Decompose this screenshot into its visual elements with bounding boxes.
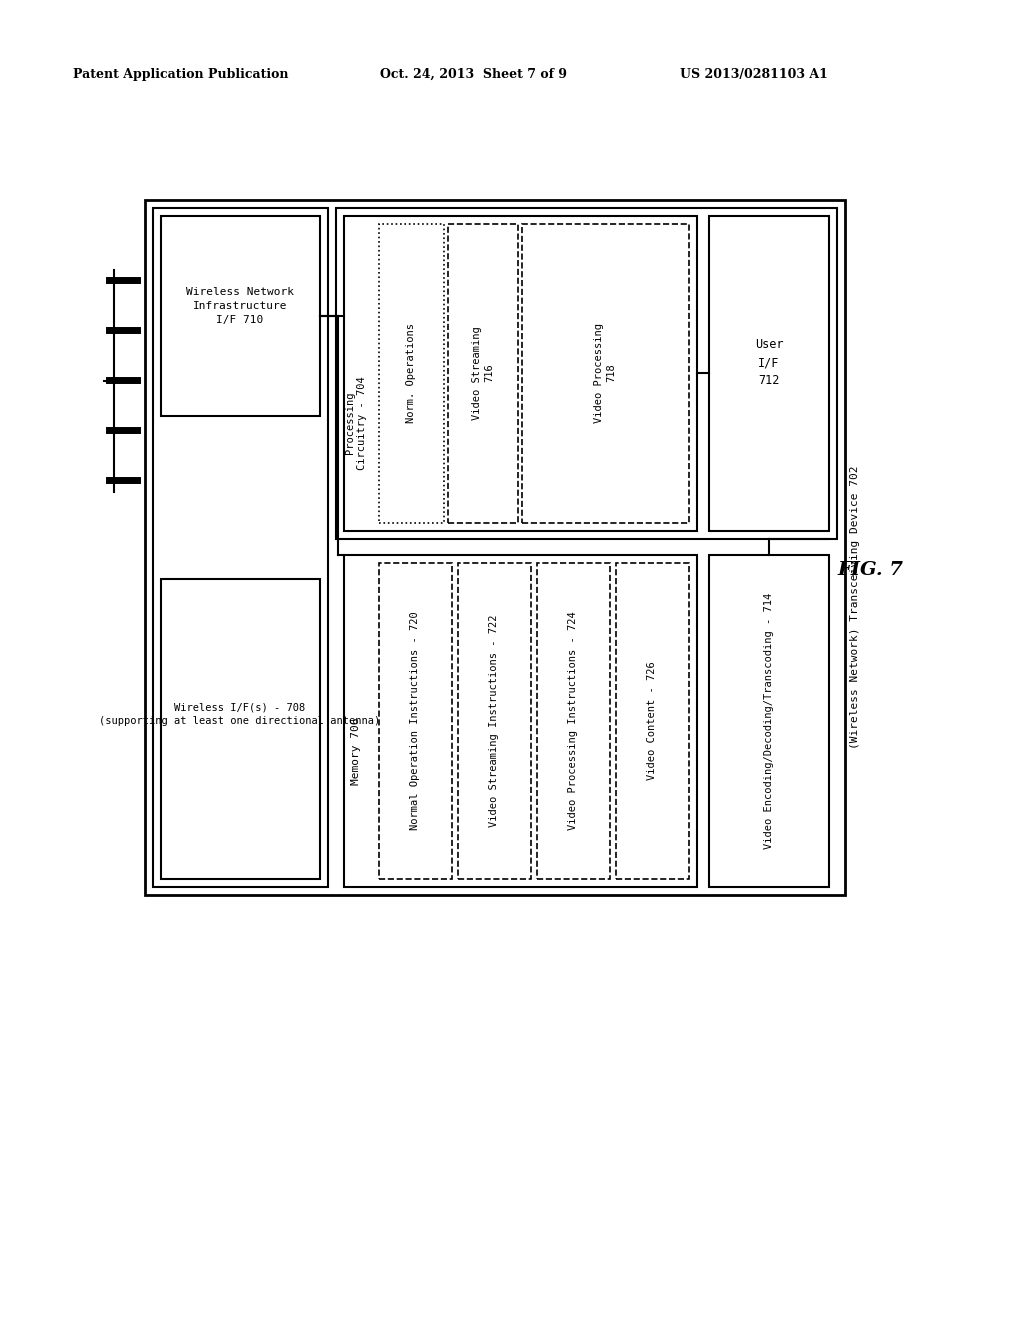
- Text: Video Streaming Instructions - 722: Video Streaming Instructions - 722: [489, 615, 499, 828]
- Bar: [379, 224, 444, 523]
- Text: Memory 706: Memory 706: [351, 717, 361, 785]
- Bar: [161, 216, 319, 416]
- Text: Wireless I/F(s) - 708
(supporting at least one directional antenna): Wireless I/F(s) - 708 (supporting at lea…: [99, 702, 381, 726]
- Bar: [458, 564, 531, 879]
- Bar: [153, 209, 328, 887]
- Text: Norm. Operations: Norm. Operations: [406, 323, 416, 422]
- Text: Wireless Network
Infrastructure
I/F 710: Wireless Network Infrastructure I/F 710: [186, 286, 294, 325]
- Bar: [145, 201, 845, 895]
- Text: Video Processing Instructions - 724: Video Processing Instructions - 724: [568, 611, 578, 830]
- Bar: [709, 216, 829, 531]
- Text: Video Streaming
716: Video Streaming 716: [472, 326, 495, 420]
- Text: Patent Application Publication: Patent Application Publication: [73, 69, 289, 81]
- Bar: [344, 216, 697, 531]
- Text: Processing
Circuitry - 704: Processing Circuitry - 704: [345, 376, 368, 470]
- Text: US 2013/0281103 A1: US 2013/0281103 A1: [680, 69, 827, 81]
- Bar: [709, 554, 829, 887]
- Bar: [161, 579, 319, 879]
- Text: User
I/F
712: User I/F 712: [755, 338, 783, 388]
- Text: FIG. 7: FIG. 7: [837, 561, 903, 579]
- Bar: [616, 564, 689, 879]
- Bar: [522, 224, 689, 523]
- Text: Oct. 24, 2013  Sheet 7 of 9: Oct. 24, 2013 Sheet 7 of 9: [380, 69, 567, 81]
- Bar: [379, 564, 452, 879]
- Text: Video Processing
718: Video Processing 718: [594, 323, 616, 422]
- Text: Video Encoding/Decoding/Transcoding - 714: Video Encoding/Decoding/Transcoding - 71…: [764, 593, 774, 849]
- Bar: [336, 209, 837, 539]
- Bar: [537, 564, 610, 879]
- Bar: [449, 224, 518, 523]
- Text: Normal Operation Instructions - 720: Normal Operation Instructions - 720: [410, 611, 420, 830]
- Text: Video Content - 726: Video Content - 726: [647, 661, 657, 780]
- Bar: [344, 554, 697, 887]
- Text: (Wireless Network) Transceiving Device 702: (Wireless Network) Transceiving Device 7…: [850, 465, 860, 748]
